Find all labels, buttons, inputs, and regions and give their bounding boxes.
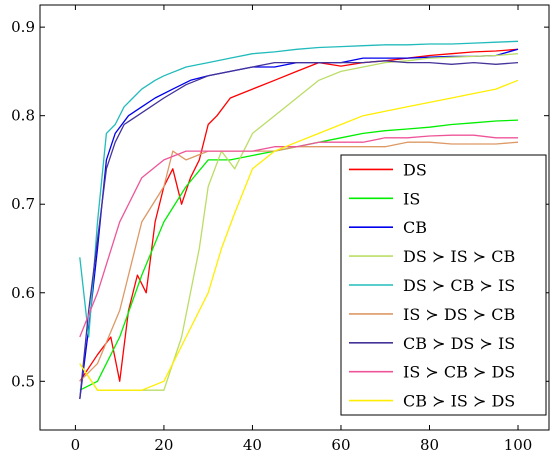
legend-label-5: DS ≻ CB ≻ IS (403, 276, 515, 295)
series-line-9 (79, 79, 519, 391)
legend-label-2: IS (403, 189, 420, 208)
series-line-8 (79, 134, 518, 338)
legend-label-8: IS ≻ CB ≻ DS (403, 363, 515, 382)
series-line-4 (79, 53, 519, 391)
plot-frame (39, 4, 550, 431)
x-tick-label: 100 (504, 436, 533, 454)
x-tick-label: 60 (331, 436, 350, 454)
y-tick-label: 0.5 (11, 372, 35, 390)
x-tick-label: 0 (71, 436, 81, 454)
y-tick-label: 0.7 (11, 195, 35, 213)
y-tick-label: 0.8 (11, 107, 35, 125)
tick-layer: 0 20 40 60 80 100 0.5 0.6 0.7 0.8 0.9 (11, 5, 549, 454)
legend-label-1: DS (403, 160, 427, 179)
x-tick-label: 80 (420, 436, 439, 454)
x-tick-label: 40 (243, 436, 262, 454)
series-line-7 (79, 60, 519, 400)
legend: DS IS CB DS ≻ IS ≻ CB DS ≻ CB ≻ IS IS ≻ DS ≻ … (340, 154, 547, 416)
legend-label-6: IS ≻ DS ≻ CB (403, 305, 515, 324)
legend-label-3: CB (403, 218, 427, 237)
series-line-5 (79, 40, 519, 338)
series-line-6 (79, 141, 519, 382)
legend-label-9: CB ≻ IS ≻ DS (403, 392, 515, 411)
y-tick-label: 0.9 (11, 18, 35, 36)
y-tick-label: 0.6 (11, 284, 35, 302)
legend-label-7: CB ≻ DS ≻ IS (403, 334, 515, 353)
legend-label-4: DS ≻ IS ≻ CB (403, 247, 515, 266)
series-layer (79, 40, 519, 400)
x-tick-label: 20 (154, 436, 173, 454)
